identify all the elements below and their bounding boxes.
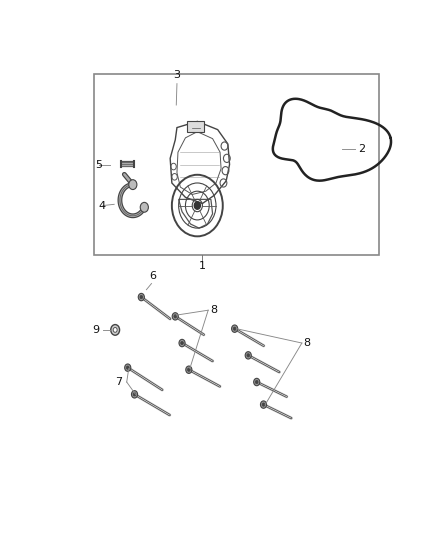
Text: 4: 4 [99, 200, 106, 211]
Text: 3: 3 [173, 70, 180, 80]
Circle shape [247, 354, 250, 357]
Text: 9: 9 [92, 325, 99, 335]
Circle shape [255, 381, 258, 384]
Circle shape [174, 314, 177, 318]
Circle shape [232, 325, 238, 333]
Circle shape [125, 364, 131, 372]
Circle shape [261, 401, 267, 408]
Text: 5: 5 [95, 159, 102, 169]
Text: 8: 8 [304, 338, 311, 348]
Circle shape [113, 327, 117, 332]
Circle shape [140, 203, 148, 212]
Circle shape [262, 403, 265, 406]
Text: 1: 1 [199, 261, 206, 271]
Circle shape [254, 378, 260, 386]
Circle shape [180, 341, 184, 345]
Text: 8: 8 [210, 305, 217, 315]
Text: 2: 2 [358, 144, 365, 155]
Circle shape [138, 293, 145, 301]
Circle shape [245, 352, 251, 359]
Circle shape [186, 366, 192, 374]
Circle shape [172, 313, 178, 320]
Circle shape [131, 391, 138, 398]
Text: 6: 6 [150, 271, 157, 281]
Circle shape [187, 368, 190, 372]
Circle shape [179, 340, 185, 347]
Circle shape [133, 393, 136, 396]
Bar [94, 74, 379, 255]
Text: 7: 7 [116, 377, 123, 387]
Circle shape [129, 180, 137, 190]
Circle shape [194, 202, 200, 209]
Circle shape [111, 325, 120, 335]
Circle shape [140, 295, 143, 298]
Bar [187, 122, 204, 132]
Circle shape [233, 327, 236, 330]
Circle shape [126, 366, 129, 369]
